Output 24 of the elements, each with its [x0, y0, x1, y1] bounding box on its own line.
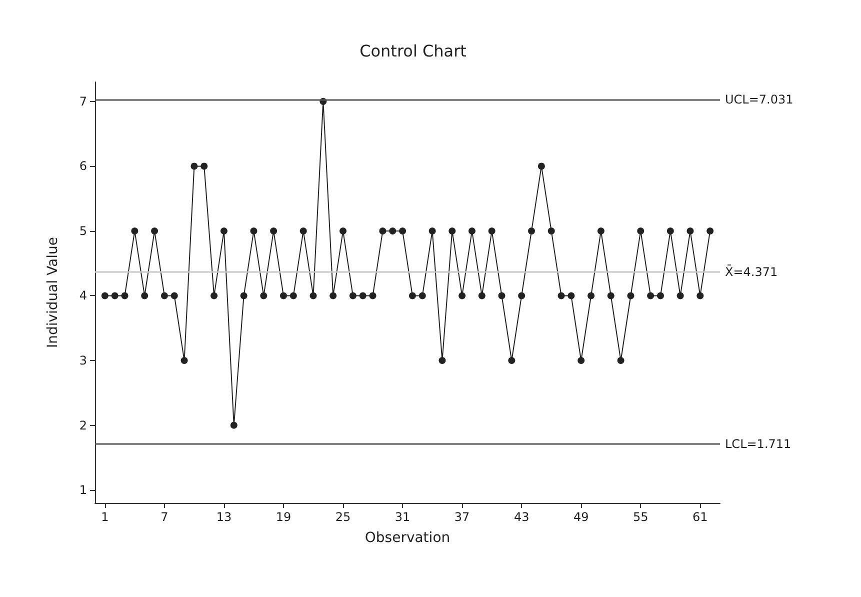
y-tick-label: 7 [79, 94, 87, 108]
chart-title: Control Chart [360, 42, 466, 60]
x-tick-label: 49 [573, 510, 589, 524]
x-axis-title: Observation [364, 530, 450, 546]
x-tick-label: 37 [454, 510, 470, 524]
ref-line-label: LCL=1.711 [725, 437, 792, 452]
x-tick-label: 31 [394, 510, 410, 524]
x-tick-label: 7 [160, 510, 168, 524]
x-tick-label: 55 [632, 510, 648, 524]
y-axis-title: Individual Value [45, 236, 61, 348]
y-tick-label: 2 [79, 418, 87, 432]
x-tick-label: 25 [335, 510, 351, 524]
x-tick-label: 19 [276, 510, 292, 524]
x-tick-label: 1 [101, 510, 109, 524]
y-tick-label: 4 [79, 288, 87, 303]
ref-line-label: X̄=4.371 [725, 264, 778, 279]
x-tick-label: 13 [216, 510, 232, 524]
y-tick-label: 6 [79, 159, 87, 174]
x-tick-label: 43 [514, 510, 530, 524]
y-tick-label: 5 [79, 224, 87, 238]
ref-line-label: UCL=7.031 [725, 92, 794, 106]
y-tick-label: 3 [79, 354, 87, 368]
y-tick-label: 1 [79, 483, 87, 498]
x-tick-label: 61 [692, 510, 708, 524]
